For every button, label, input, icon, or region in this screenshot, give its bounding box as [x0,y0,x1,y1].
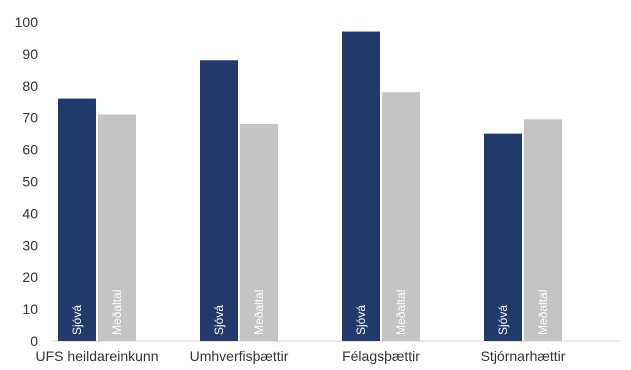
y-tick-label: 60 [22,142,38,158]
y-tick-label: 70 [22,110,38,126]
bar-sjova [58,98,96,341]
bar-series-label: Meðaltal [110,290,124,335]
y-tick-label: 20 [22,269,38,285]
bar-sjova [484,133,522,341]
y-tick-label: 100 [15,14,39,30]
bar-medaltal [382,92,420,342]
y-tick-label: 30 [22,237,38,253]
y-tick-label: 90 [22,46,38,62]
bar-series-label: Meðaltal [394,290,408,335]
y-axis: 0 10 20 30 40 50 60 70 80 90 100 [15,14,39,349]
y-tick-label: 80 [22,78,38,94]
bars: Sjóvá Meðaltal Sjóvá Meðaltal Sjóvá Meðaltal S… [58,31,562,342]
y-tick-label: 0 [30,333,38,349]
y-tick-label: 40 [22,205,38,221]
bar-series-label: Meðaltal [536,290,550,335]
bar-sjova [342,31,380,341]
y-tick-label: 10 [22,301,38,317]
x-category-label: Félagsþættir [342,348,420,364]
bar-series-label: Meðaltal [252,290,266,335]
bar-series-label: Sjóvá [496,305,510,335]
y-tick-label: 50 [22,174,38,190]
bar-medaltal [98,114,136,341]
bar-medaltal [524,119,562,341]
x-category-label: UFS heildareinkunn [36,348,159,364]
bar-sjova [200,60,238,341]
bar-series-label: Sjóvá [212,305,226,335]
bar-series-label: Sjóvá [354,305,368,335]
bar-medaltal [240,124,278,341]
x-category-label: Umhverfisþættir [190,348,289,364]
x-axis-labels: UFS heildareinkunn Umhverfisþættir Félagsþ… [36,348,566,364]
bar-series-label: Sjóvá [70,305,84,335]
x-category-label: Stjórnarhættir [481,348,566,364]
